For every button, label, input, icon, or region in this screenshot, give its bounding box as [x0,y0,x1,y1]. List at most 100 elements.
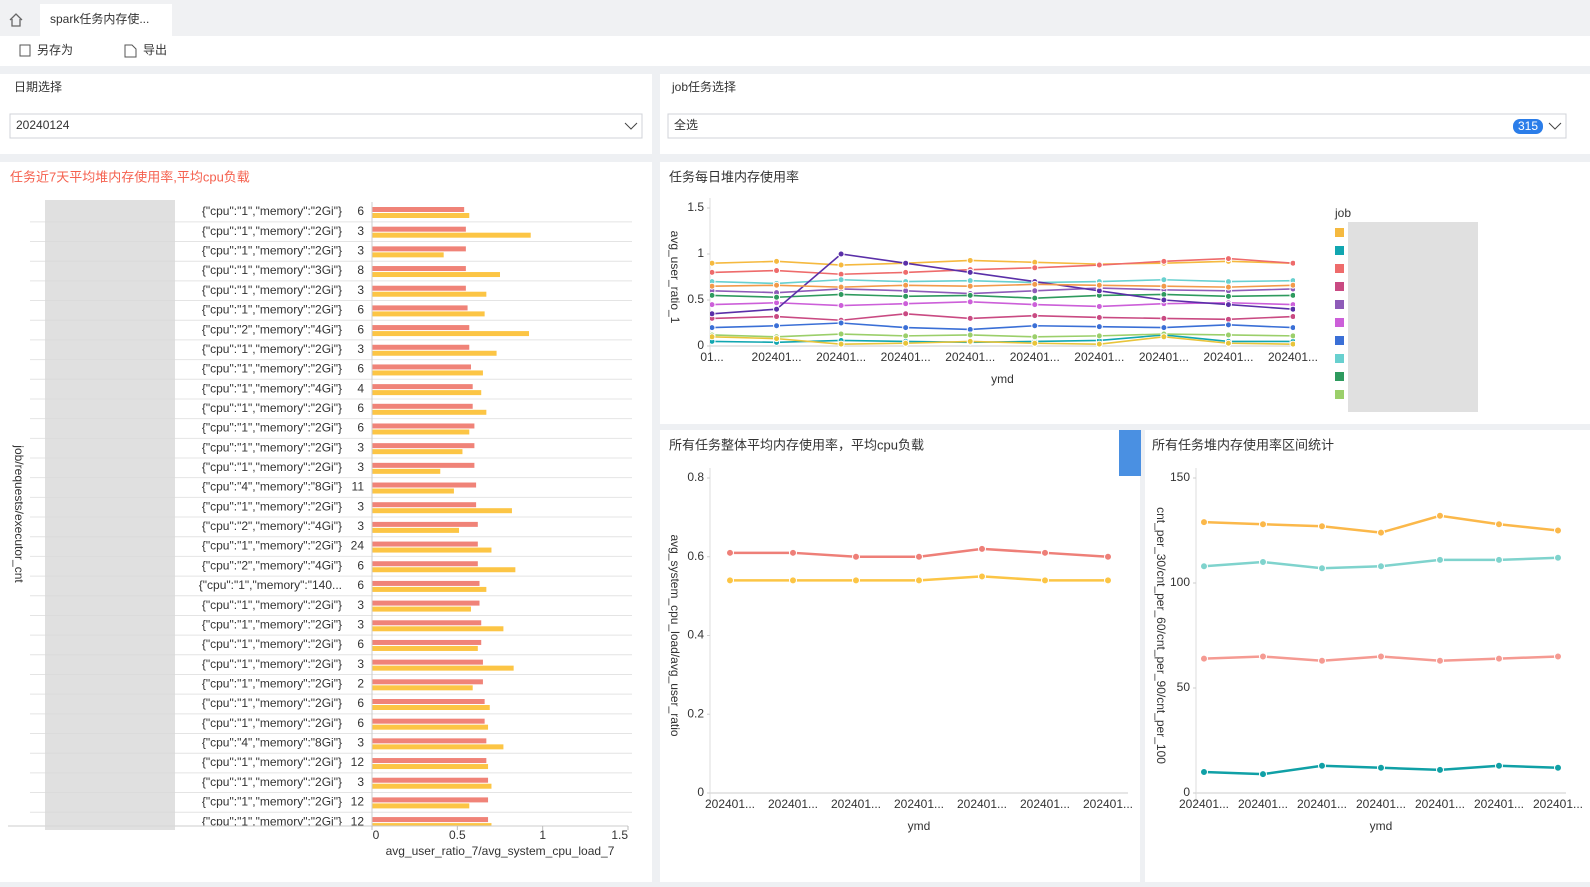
x-tick-label: 01... [700,350,723,364]
x-tick-label: 202401... [1356,797,1406,811]
point [1031,301,1039,309]
requests: {"cpu":"1","memory":"2Gi"} [202,283,342,297]
select-value: 20240124 [16,118,70,132]
bar [372,443,475,449]
point [1224,339,1232,347]
point [1224,283,1232,291]
requests: {"cpu":"1","memory":"2Gi"} [202,539,342,553]
bar [372,403,473,409]
x-tick-label: 0.5 [449,828,466,842]
requests: {"cpu":"1","memory":"4Gi"} [202,381,342,395]
x-tick-label: 202401... [1074,350,1124,364]
x-tick-label: 202401... [957,797,1007,811]
bar [372,305,468,311]
point [1160,296,1168,304]
bar [372,344,470,350]
point [1031,333,1039,341]
bar [372,232,531,238]
point [1289,324,1295,332]
requests: {"cpu":"1","memory":"2Gi"} [202,598,342,612]
y-tick-label: 1 [697,246,704,260]
requests: {"cpu":"1","memory":"2Gi"} [202,755,342,769]
tab[interactable] [40,4,172,36]
panel-title: 任务近7天平均堆内存使用率,平均cpu负载 [10,169,250,184]
legend-title: job [1334,206,1351,220]
filter-label: 日期选择 [14,80,62,94]
save-as[interactable]: 另存为 [37,43,73,57]
bar [372,207,465,212]
bar [372,462,475,468]
executor-cnt: 3 [357,342,364,356]
requests: {"cpu":"1","memory":"2Gi"} [202,460,342,474]
executor-cnt: 11 [352,480,365,494]
requests: {"cpu":"2","memory":"4Gi"} [202,558,342,572]
x-axis-label: ymd [991,372,1014,386]
bar [372,561,478,567]
executor-cnt: 3 [357,775,364,789]
bar [372,718,485,724]
point [837,319,845,327]
series-line [711,333,1294,338]
point [837,340,845,348]
bar [372,291,487,297]
bar [372,508,512,514]
export[interactable]: 导出 [143,43,167,57]
series-line [711,253,1294,315]
executor-cnt: 6 [357,362,364,376]
point [1041,576,1049,585]
blur [45,200,175,830]
bar [372,350,497,356]
point [710,259,716,267]
bar [372,266,466,272]
point [852,576,860,585]
requests: {"cpu":"4","memory":"8Gi"} [202,480,342,494]
point [966,314,974,322]
executor-cnt: 3 [357,519,364,533]
point [789,548,797,557]
x-tick-label: 1.5 [611,828,628,842]
point [902,259,910,267]
point [1318,761,1326,770]
point [837,250,845,258]
point [837,283,845,291]
y-tick-label: 1.5 [687,200,704,214]
bar [372,580,480,586]
point [1554,652,1562,661]
point [1095,313,1103,321]
point [1095,302,1103,310]
job-select[interactable] [667,113,1567,139]
requests: {"cpu":"1","memory":"2Gi"} [202,617,342,631]
point [902,281,910,289]
bar [372,390,482,396]
date-select[interactable] [9,113,643,139]
x-tick-label: 202401... [1268,350,1318,364]
point [1318,656,1326,665]
bar [372,541,478,547]
point [966,337,974,345]
bar [372,797,489,803]
bar [372,705,490,710]
legend-swatch [1335,354,1344,363]
point [1289,291,1295,299]
legend-swatch [1335,282,1344,291]
requests: {"cpu":"1","memory":"2Gi"} [202,440,342,454]
executor-cnt: 12 [351,795,365,809]
point [1289,305,1295,313]
point [966,298,974,306]
series-group [710,250,1295,348]
bar [372,285,466,291]
panel-tools[interactable] [1119,430,1141,476]
count-badge [1513,119,1543,134]
point [773,281,781,289]
point [1436,765,1444,774]
bar [372,758,487,764]
requests: {"cpu":"1","memory":"2Gi"} [202,204,342,218]
point [1095,261,1103,269]
filter-label: job任务选择 [671,79,736,94]
point [837,330,845,338]
series-line [711,257,1294,276]
x-tick-label: 202401... [1474,797,1524,811]
bar [372,488,454,494]
point [902,310,910,318]
home-icon[interactable] [9,13,23,27]
